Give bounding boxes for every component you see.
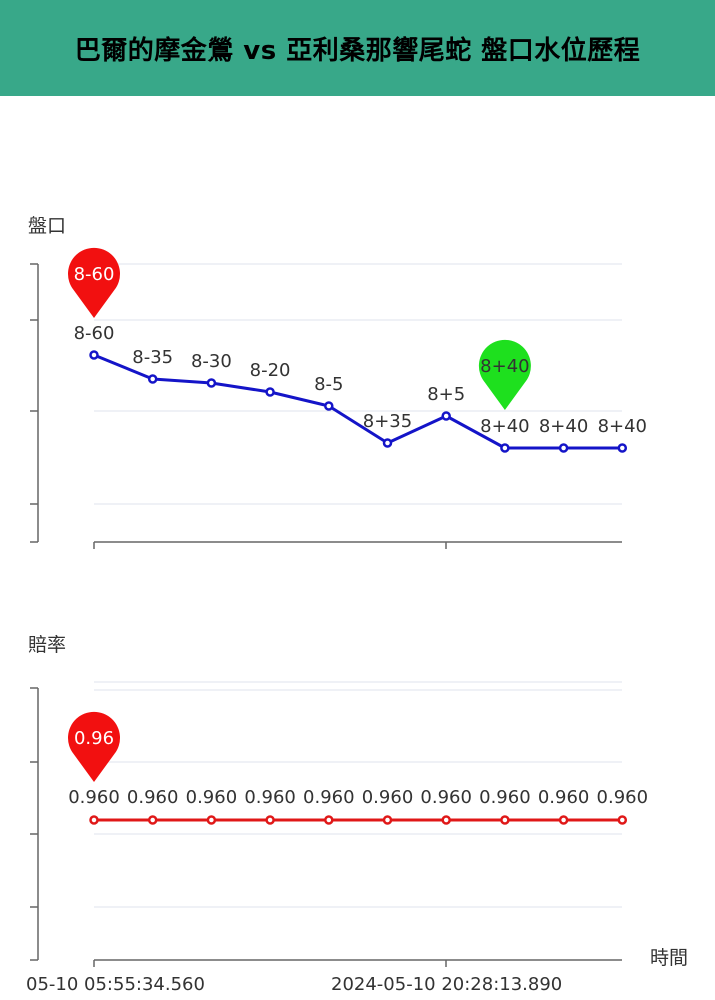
handicap-series: 8-60 8-35 8-30 8-20 8-5 8+35 8+5 8+40 8+40 8+40 8-… <box>68 247 647 453</box>
handicap-point <box>441 411 451 421</box>
handicap-point <box>324 401 334 411</box>
odds-point <box>89 815 99 825</box>
handicap-data-label: 8-60 <box>74 323 115 344</box>
handicap-data-label: 8+5 <box>427 384 465 405</box>
odds-data-label: 0.960 <box>127 787 179 808</box>
handicap-line <box>93 353 623 450</box>
handicap-point <box>206 378 217 388</box>
odds-max-marker-pin: 0.96 <box>68 711 121 782</box>
max-marker-pin: 8-60 <box>68 247 121 318</box>
odds-data-label: 0.960 <box>303 787 355 808</box>
odds-data-label: 0.960 <box>479 787 531 808</box>
odds-y-axis-title: 賠率 <box>28 634 66 656</box>
odds-gridlines <box>94 681 622 908</box>
odds-point <box>265 815 275 825</box>
min-marker-pin: 8+40 <box>478 339 531 410</box>
odds-point <box>206 815 217 825</box>
page-title: 巴爾的摩金鶯 vs 亞利桑那響尾蛇 盤口水位歷程 <box>74 35 641 66</box>
odds-data-label: 0.960 <box>538 787 590 808</box>
handicap-point <box>382 438 393 448</box>
handicap-data-label: 8+35 <box>363 411 412 432</box>
odds-data-label: 0.960 <box>68 787 120 808</box>
header-bar: 巴爾的摩金鶯 vs 亞利桑那響尾蛇 盤口水位歷程 <box>0 0 715 96</box>
odds-point <box>324 815 334 825</box>
odds-point <box>500 815 510 825</box>
odds-point <box>558 815 569 825</box>
min-marker-pin-label: 8+40 <box>480 356 529 377</box>
handicap-point <box>89 350 99 360</box>
handicap-axes <box>30 263 622 549</box>
min-marker-pin-shape <box>478 339 531 410</box>
odds-data-label: 0.960 <box>362 787 414 808</box>
handicap-chart: 盤口 8-60 8-35 8-30 8-20 8-5 8+35 8+5 8+40 8+40 8+4… <box>28 215 647 549</box>
max-marker-pin-shape <box>68 247 121 318</box>
handicap-point <box>265 387 275 397</box>
handicap-data-label: 8+40 <box>539 416 588 437</box>
handicap-gridlines <box>94 263 622 505</box>
handicap-data-label: 8-5 <box>314 374 343 395</box>
odds-max-marker-pin-label: 0.96 <box>74 728 114 749</box>
odds-chart: 賠率 0.960 0.960 0.960 0.960 0.960 0.960 0.960 0.… <box>26 634 688 995</box>
max-marker-pin-label: 8-60 <box>74 264 115 285</box>
handicap-point <box>500 443 510 453</box>
odds-point <box>617 815 628 825</box>
odds-series: 0.960 0.960 0.960 0.960 0.960 0.960 0.960 0.960… <box>68 711 649 825</box>
odds-data-label: 0.960 <box>420 787 472 808</box>
odds-max-marker-pin-shape <box>68 711 121 782</box>
x-tick-label-first: 05-10 05:55:34.560 <box>26 974 205 995</box>
x-axis-title: 時間 <box>650 947 688 969</box>
handicap-data-label: 8-30 <box>191 351 232 372</box>
odds-point <box>441 815 451 825</box>
handicap-point <box>147 374 158 384</box>
handicap-data-label: 8-35 <box>132 347 173 368</box>
handicap-data-label: 8+40 <box>480 416 529 437</box>
odds-point <box>147 815 158 825</box>
handicap-data-label: 8+40 <box>598 416 647 437</box>
odds-axes <box>30 687 622 967</box>
handicap-data-label: 8-20 <box>250 360 291 381</box>
odds-data-label: 0.960 <box>186 787 238 808</box>
odds-data-label: 0.960 <box>244 787 296 808</box>
handicap-point <box>558 443 569 453</box>
handicap-point <box>617 443 628 453</box>
handicap-y-axis-title: 盤口 <box>28 215 66 237</box>
x-tick-label-second: 2024-05-10 20:28:13.890 <box>331 974 562 995</box>
odds-data-label: 0.960 <box>597 787 649 808</box>
odds-point <box>382 815 393 825</box>
